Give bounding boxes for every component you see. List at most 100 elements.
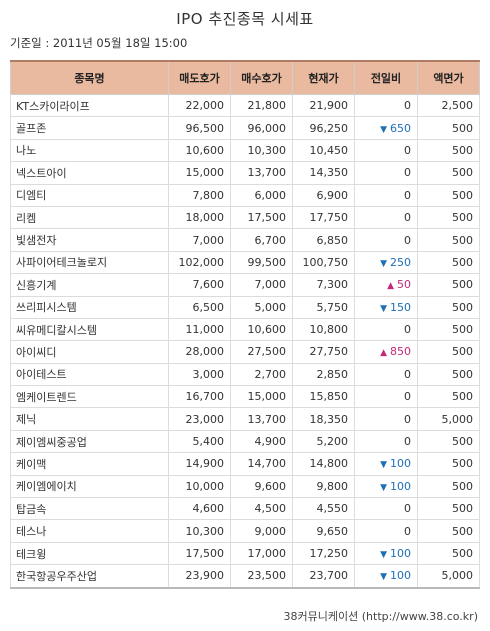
ask-price-cell: 10,000	[168, 474, 231, 499]
par-value-cell: 500	[417, 161, 480, 185]
table-row: 제닉 23,000 13,700 18,350 0 5,000	[10, 407, 480, 431]
current-price-cell: 17,250	[292, 541, 355, 566]
table-row: 한국항공우주산업 23,900 23,500 23,700 ▼ 100 5,000	[10, 564, 480, 589]
table-row: 엠케이트렌드 16,700 15,000 15,850 0 500	[10, 385, 480, 409]
change-cell: 0	[354, 161, 418, 185]
change-cell: ▼ 100	[354, 452, 418, 476]
stock-name-cell: 테스나	[10, 519, 169, 543]
par-value-cell: 5,000	[417, 564, 480, 589]
bid-price-cell: 15,000	[230, 385, 293, 409]
change-cell: 0	[354, 362, 418, 387]
ask-price-cell: 7,600	[168, 273, 231, 297]
par-value-cell: 500	[417, 317, 480, 342]
ask-price-cell: 4,600	[168, 497, 231, 521]
change-value: 0	[404, 99, 411, 113]
change-cell: ▼ 100	[354, 564, 418, 589]
change-value: 650	[390, 121, 411, 135]
current-price-cell: 21,900	[292, 93, 355, 118]
bid-price-cell: 10,300	[230, 138, 293, 163]
current-price-cell: 27,750	[292, 340, 355, 364]
change-value: 0	[404, 435, 411, 449]
par-value-cell: 500	[417, 205, 480, 230]
header-par: 액면가	[417, 60, 480, 95]
change-cell: 0	[354, 205, 418, 230]
current-price-cell: 17,750	[292, 205, 355, 230]
change-value: 0	[404, 166, 411, 180]
ask-price-cell: 18,000	[168, 205, 231, 230]
ipo-price-table: 종목명 매도호가 매수호가 현재가 전일비 액면가 KT스카이라이프 22,000…	[10, 60, 480, 589]
change-cell: 0	[354, 385, 418, 409]
ask-price-cell: 14,900	[168, 452, 231, 476]
change-cell: ▼ 100	[354, 474, 418, 499]
change-cell: 0	[354, 497, 418, 521]
bid-price-cell: 7,000	[230, 273, 293, 297]
bid-price-cell: 9,000	[230, 519, 293, 543]
change-value: 0	[404, 323, 411, 337]
triangle-up-icon: ▲	[387, 281, 394, 292]
stock-name-cell: 디엠티	[10, 183, 169, 207]
bid-price-cell: 5,000	[230, 295, 293, 319]
change-cell: ▼ 250	[354, 250, 418, 275]
header-price: 현재가	[292, 60, 355, 95]
change-value: 0	[404, 412, 411, 426]
par-value-cell: 500	[417, 116, 480, 140]
current-price-cell: 14,800	[292, 452, 355, 476]
change-cell: 0	[354, 183, 418, 207]
bid-price-cell: 99,500	[230, 250, 293, 275]
bid-price-cell: 4,900	[230, 429, 293, 454]
change-cell: 0	[354, 519, 418, 543]
ask-price-cell: 96,500	[168, 116, 231, 140]
par-value-cell: 500	[417, 497, 480, 521]
header-ask: 매도호가	[168, 60, 231, 95]
triangle-down-icon: ▼	[380, 460, 387, 471]
ask-price-cell: 15,000	[168, 161, 231, 185]
table-row: 케이맥 14,900 14,700 14,800 ▼ 100 500	[10, 452, 480, 476]
change-cell: ▼ 150	[354, 295, 418, 319]
ask-price-cell: 23,000	[168, 407, 231, 431]
change-cell: 0	[354, 407, 418, 431]
par-value-cell: 500	[417, 541, 480, 566]
current-price-cell: 14,350	[292, 161, 355, 185]
current-price-cell: 10,800	[292, 317, 355, 342]
current-price-cell: 5,750	[292, 295, 355, 319]
change-value: 0	[404, 390, 411, 404]
change-value: 0	[404, 524, 411, 538]
change-cell: ▲ 850	[354, 340, 418, 364]
ask-price-cell: 7,000	[168, 228, 231, 252]
stock-name-cell: 케이맥	[10, 452, 169, 476]
table-row: 아이테스트 3,000 2,700 2,850 0 500	[10, 362, 480, 387]
table-row: KT스카이라이프 22,000 21,800 21,900 0 2,500	[10, 93, 480, 118]
current-price-cell: 96,250	[292, 116, 355, 140]
table-row: 테스나 10,300 9,000 9,650 0 500	[10, 519, 480, 543]
stock-name-cell: 신흥기계	[10, 273, 169, 297]
change-cell: ▼ 650	[354, 116, 418, 140]
table-header-row: 종목명 매도호가 매수호가 현재가 전일비 액면가	[10, 60, 480, 95]
bid-price-cell: 14,700	[230, 452, 293, 476]
current-price-cell: 100,750	[292, 250, 355, 275]
current-price-cell: 18,350	[292, 407, 355, 431]
change-value: 100	[390, 457, 411, 471]
current-price-cell: 5,200	[292, 429, 355, 454]
triangle-down-icon: ▼	[380, 258, 387, 269]
par-value-cell: 500	[417, 340, 480, 364]
current-price-cell: 6,850	[292, 228, 355, 252]
change-value: 150	[390, 300, 411, 314]
stock-name-cell: 넥스트아이	[10, 161, 169, 185]
triangle-down-icon: ▼	[380, 550, 387, 560]
stock-name-cell: 쓰리피시스템	[10, 295, 169, 319]
table-row: 나노 10,600 10,300 10,450 0 500	[10, 138, 480, 163]
current-price-cell: 6,900	[292, 183, 355, 207]
ask-price-cell: 16,700	[168, 385, 231, 409]
bid-price-cell: 21,800	[230, 93, 293, 118]
current-price-cell: 4,550	[292, 497, 355, 521]
stock-name-cell: 제닉	[10, 407, 169, 431]
stock-name-cell: 리켐	[10, 205, 169, 230]
ask-price-cell: 102,000	[168, 250, 231, 275]
par-value-cell: 500	[417, 295, 480, 319]
table-row: 신흥기계 7,600 7,000 7,300 ▲ 50 500	[10, 273, 480, 297]
stock-name-cell: 한국항공우주산업	[10, 564, 169, 589]
source-footer: 38커뮤니케이션 (http://www.38.co.kr)	[283, 610, 478, 623]
change-value: 50	[397, 278, 411, 292]
ask-price-cell: 17,500	[168, 541, 231, 566]
bid-price-cell: 17,000	[230, 541, 293, 566]
